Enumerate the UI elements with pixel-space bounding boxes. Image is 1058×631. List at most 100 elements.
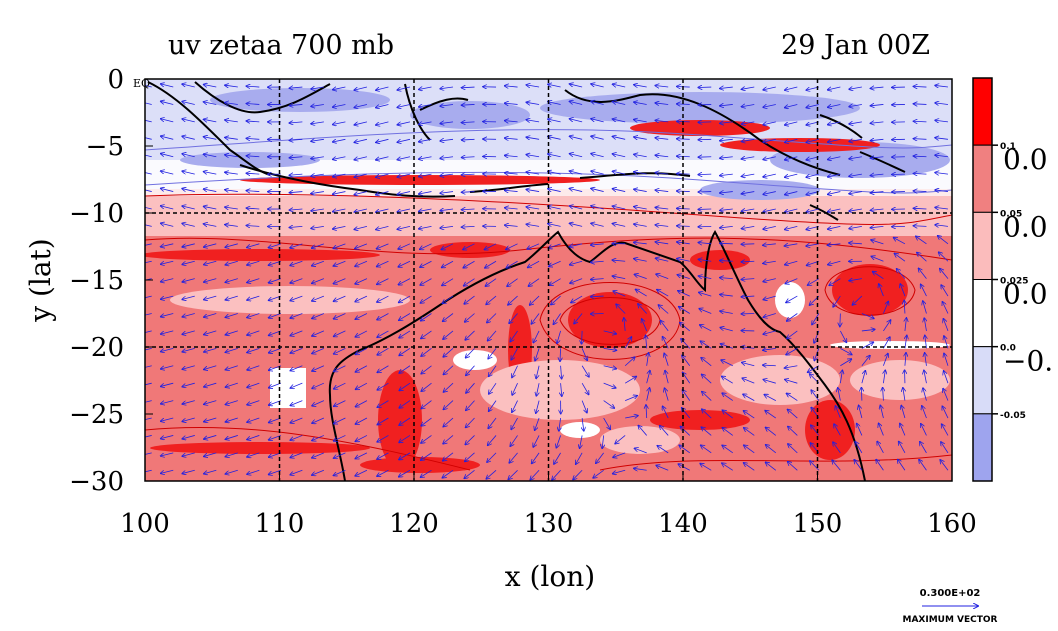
wind-vector (462, 139, 475, 140)
wind-vector (548, 189, 561, 192)
wind-vector (766, 427, 777, 436)
wind-vector (204, 189, 217, 192)
wind-vector (465, 313, 475, 322)
wind-vector (311, 122, 324, 124)
wind-vector (634, 274, 647, 280)
wind-vector (507, 278, 518, 287)
wind-vector (883, 337, 890, 349)
wind-vector (913, 208, 927, 209)
wind-vector (399, 469, 411, 476)
wind-vector (182, 313, 195, 317)
wind-vector (834, 424, 841, 436)
wind-vector (247, 469, 260, 474)
wind-vector (828, 209, 841, 212)
wind-vector (204, 84, 217, 87)
wind-vector (290, 243, 303, 248)
wind-vector (625, 396, 637, 401)
wind-vector (569, 223, 583, 227)
wind-vector (161, 171, 174, 175)
wind-vector (442, 278, 454, 286)
wind-vector (787, 330, 798, 339)
wind-vector (333, 243, 346, 249)
wind-vector (720, 192, 733, 193)
wind-vector (944, 336, 949, 349)
wind-vector (204, 154, 217, 157)
wind-vector (925, 353, 927, 366)
wind-vector (741, 139, 755, 141)
wind-vector (935, 85, 949, 87)
wind-vector (679, 307, 690, 314)
wind-vector (312, 243, 325, 248)
wind-vector (225, 120, 238, 122)
wind-vector (462, 174, 475, 175)
wind-vector (701, 358, 712, 367)
wind-vector (785, 138, 798, 142)
wind-vector (355, 295, 368, 302)
wind-vector (204, 137, 217, 140)
wind-vector (655, 155, 669, 157)
y-tick-eq: EQ (133, 77, 150, 90)
y-axis-label: y (lat) (24, 238, 57, 322)
wind-vector (655, 225, 669, 227)
colorbar-big-label: −0. (1003, 345, 1053, 378)
wind-vector (290, 417, 303, 423)
date-label: 29 Jan 00Z (781, 30, 930, 61)
wind-vector (624, 357, 635, 367)
wind-vector (247, 382, 260, 387)
wind-vector (636, 289, 647, 297)
wind-vector (942, 406, 949, 419)
wind-vector (554, 452, 561, 464)
wind-vector (312, 469, 325, 475)
wind-vector (871, 256, 884, 262)
wind-vector (290, 295, 303, 301)
wind-vector (870, 104, 884, 105)
wind-vector (763, 348, 776, 350)
wind-vector (901, 406, 906, 419)
wind-vector (786, 295, 798, 302)
wind-vector (700, 325, 712, 332)
wind-vector (763, 173, 776, 177)
wind-vector (743, 394, 755, 401)
wind-vector (289, 192, 303, 193)
wind-vector (462, 122, 475, 123)
wind-vector (808, 278, 820, 286)
wind-vector (311, 157, 324, 159)
wind-vector (161, 330, 174, 334)
wind-vector (225, 137, 238, 139)
wind-vector (591, 136, 604, 140)
wind-vector (440, 174, 454, 176)
wind-vector (557, 330, 561, 343)
wind-vector (658, 305, 669, 314)
wind-vector (419, 174, 432, 176)
wind-vector (225, 452, 238, 457)
wind-vector (624, 377, 636, 384)
wind-vector (399, 382, 411, 390)
wind-vector (625, 416, 638, 418)
wind-vector (612, 119, 626, 123)
wind-vector (612, 136, 626, 140)
wind-vector (602, 435, 603, 448)
wind-vector (935, 138, 949, 140)
wind-vector (935, 190, 949, 192)
wind-vector (647, 353, 649, 366)
wind-vector (612, 260, 626, 261)
wind-vector (399, 417, 411, 425)
wind-vector (593, 469, 604, 478)
wind-vector (835, 406, 841, 419)
wind-vector (612, 206, 626, 210)
wind-vector (377, 382, 389, 390)
wind-vector (290, 382, 303, 388)
wind-vector (655, 173, 669, 175)
wind-vector (182, 136, 195, 140)
wind-vector (526, 189, 540, 191)
wind-vector (312, 452, 325, 458)
wind-vector (741, 87, 755, 89)
wind-vector (354, 191, 368, 195)
wind-vector (247, 452, 260, 457)
wind-vector (204, 382, 217, 387)
wind-vector (763, 313, 776, 318)
wind-vector (489, 400, 497, 412)
wind-vector (465, 435, 475, 444)
wind-vector (664, 353, 669, 366)
wind-vector (526, 102, 540, 104)
